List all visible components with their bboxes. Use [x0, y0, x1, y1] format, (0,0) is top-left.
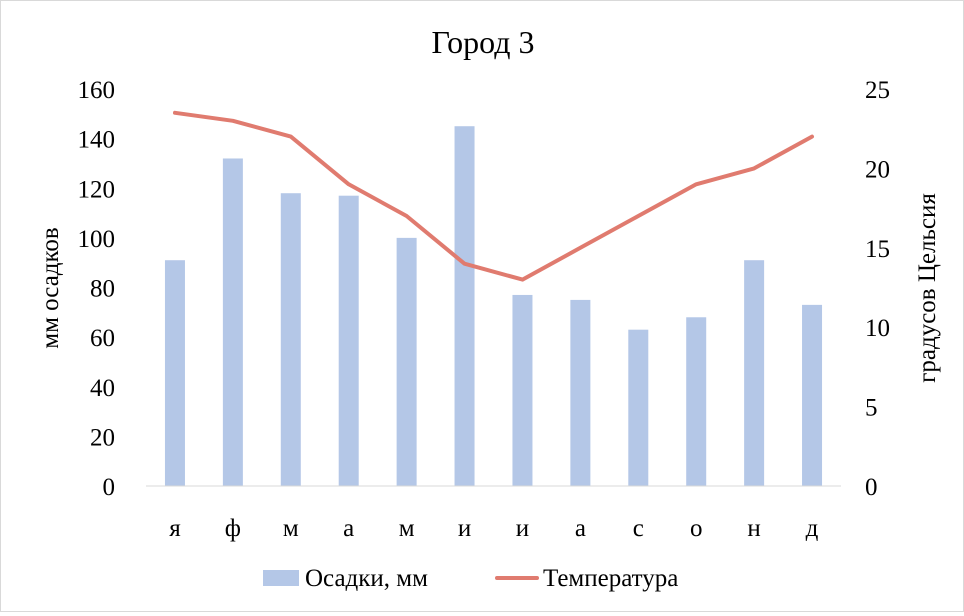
left-tick-label: 0 [103, 474, 116, 501]
left-axis-title: мм осадков [37, 227, 64, 348]
left-tick-label: 40 [90, 375, 115, 402]
left-tick-label: 160 [78, 77, 116, 104]
x-tick-label: ф [225, 515, 241, 542]
legend-swatch-precipitation [263, 570, 299, 586]
precipitation-bar [744, 260, 765, 486]
right-tick-label: 10 [865, 315, 890, 342]
precipitation-bar [512, 294, 533, 486]
x-tick-label: а [343, 515, 354, 542]
left-tick-label: 60 [90, 325, 115, 352]
right-tick-label: 15 [865, 236, 890, 263]
right-tick-label: 5 [865, 395, 878, 422]
precipitation-bar [686, 317, 707, 486]
precipitation-bar [802, 304, 823, 486]
x-tick-label: я [169, 515, 181, 542]
temperature-series [173, 110, 814, 282]
x-tick-label: н [747, 515, 760, 542]
legend-label-precipitation: Осадки, мм [305, 565, 428, 592]
left-tick-label: 140 [78, 127, 116, 154]
precipitation-bar [396, 237, 417, 486]
left-tick-label: 100 [78, 226, 116, 253]
x-tick-label: а [575, 515, 586, 542]
x-tick-label: и [516, 515, 529, 542]
precipitation-bar [222, 158, 243, 486]
x-tick-label: о [690, 515, 703, 542]
precipitation-bar [164, 260, 185, 486]
precipitation-bar [570, 299, 591, 486]
right-tick-label: 0 [865, 474, 878, 501]
x-tick-label: д [806, 515, 819, 542]
temperature-line [173, 110, 814, 282]
right-tick-label: 25 [865, 77, 890, 104]
left-tick-label: 20 [90, 424, 115, 451]
right-axis-title: градусов Цельсия [914, 193, 941, 383]
precipitation-bar [454, 126, 475, 486]
precipitation-bars [164, 126, 823, 486]
left-axis-ticks: 0 20 40 60 80 100 120 140 160 [78, 77, 116, 501]
x-tick-label: и [458, 515, 471, 542]
precipitation-bar [628, 329, 649, 486]
x-tick-label: м [399, 515, 415, 542]
left-tick-label: 80 [90, 276, 115, 303]
x-tick-label: м [283, 515, 299, 542]
chart-title: Город 3 [431, 24, 534, 60]
left-tick-label: 120 [78, 176, 116, 203]
precipitation-bar [280, 193, 301, 486]
precipitation-bar [338, 195, 359, 486]
legend-label-temperature: Температура [543, 565, 678, 592]
legend: Осадки, мм Температура [263, 565, 678, 592]
right-tick-label: 20 [865, 156, 890, 183]
right-axis-ticks: 0 5 10 15 20 25 [865, 77, 890, 501]
x-tick-label: с [633, 515, 644, 542]
